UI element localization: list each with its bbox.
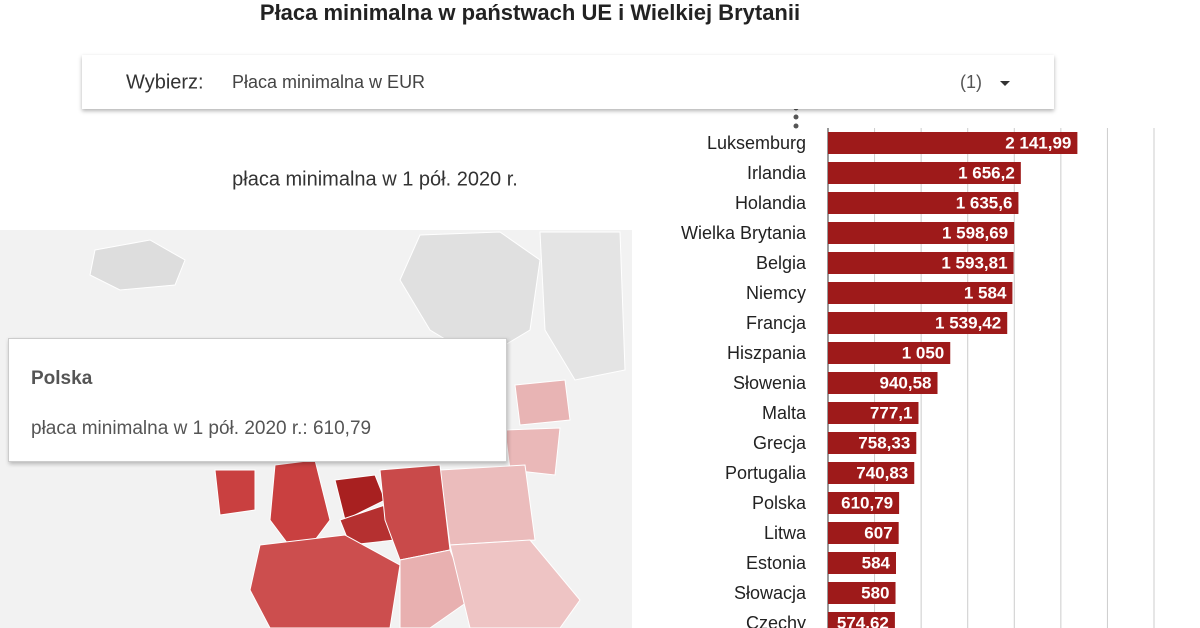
- dropdown-caret: [1000, 81, 1010, 86]
- bar: [828, 462, 915, 484]
- value-label: 610,79: [841, 493, 893, 512]
- category-label: Portugalia: [725, 463, 807, 483]
- category-label: Hiszpania: [727, 343, 807, 363]
- value-label: 740,83: [856, 463, 908, 482]
- bar: [828, 162, 1021, 184]
- bar: [828, 612, 895, 628]
- category-label: Czechy: [746, 613, 806, 628]
- value-label: 2 141,99: [1005, 133, 1071, 152]
- tooltip-content: Polska płaca minimalna w 1 pół. 2020 r.:…: [31, 368, 371, 439]
- category-label: Polska: [752, 493, 807, 513]
- category-label: Luksemburg: [707, 133, 806, 153]
- bar: [828, 582, 896, 604]
- value-label: 1 635,6: [956, 193, 1013, 212]
- value-label: 584: [862, 553, 891, 572]
- value-label: 758,33: [858, 433, 910, 452]
- value-label: 1 593,81: [941, 253, 1007, 272]
- tooltip-title: Polska: [31, 368, 93, 389]
- category-label: Holandia: [735, 193, 807, 213]
- tooltip-text: płaca minimalna w 1 pół. 2020 r.: 610,79: [31, 418, 371, 439]
- map-title: płaca minimalna w 1 pół. 2020 r.: [232, 168, 518, 190]
- category-label: Francja: [746, 313, 807, 333]
- category-label: Słowacja: [734, 583, 807, 603]
- category-label: Litwa: [764, 523, 807, 543]
- bar: [828, 132, 1078, 154]
- menu-dot: [793, 114, 799, 120]
- dropdown-count: (1): [960, 72, 982, 92]
- category-label: Niemcy: [746, 283, 806, 303]
- value-label: 777,1: [870, 403, 913, 422]
- category-label: Irlandia: [747, 163, 807, 183]
- value-label: 1 584: [964, 283, 1007, 302]
- value-label: 1 656,2: [958, 163, 1015, 182]
- value-label: 580: [861, 583, 889, 602]
- bar: [828, 402, 919, 424]
- bar: [828, 312, 1008, 334]
- bar: [828, 432, 917, 454]
- category-label: Belgia: [756, 253, 807, 273]
- value-label: 574,62: [837, 613, 889, 628]
- bar: [828, 372, 938, 394]
- bar: [828, 492, 900, 514]
- menu-dot: [793, 123, 799, 129]
- value-label: 1 539,42: [935, 313, 1001, 332]
- category-label: Grecja: [753, 433, 807, 453]
- category-label: Wielka Brytania: [681, 223, 807, 243]
- value-label: 1 050: [902, 343, 945, 362]
- bar: [828, 342, 951, 364]
- dropdown-content: Wybierz: Płaca minimalna w EUR (1): [126, 71, 1010, 93]
- bar: [828, 522, 899, 544]
- page-title: Płaca minimalna w państwach UE i Wielkie…: [260, 0, 800, 25]
- category-label: Estonia: [746, 553, 807, 573]
- bar: [828, 552, 896, 574]
- value-label: 607: [864, 523, 892, 542]
- category-label: Słowenia: [733, 373, 807, 393]
- bar: [828, 222, 1015, 244]
- category-label: Malta: [762, 403, 807, 423]
- bar: [828, 192, 1019, 214]
- bar: [828, 252, 1014, 274]
- tooltip: Polska płaca minimalna w 1 pół. 2020 r.:…: [8, 338, 507, 462]
- value-label: 1 598,69: [942, 223, 1008, 242]
- dropdown-value: Płaca minimalna w EUR: [232, 72, 425, 92]
- dropdown-label: Wybierz:: [126, 71, 204, 93]
- bar: [828, 282, 1013, 304]
- value-label: 940,58: [880, 373, 932, 392]
- dropdown[interactable]: Wybierz: Płaca minimalna w EUR (1): [82, 55, 1054, 109]
